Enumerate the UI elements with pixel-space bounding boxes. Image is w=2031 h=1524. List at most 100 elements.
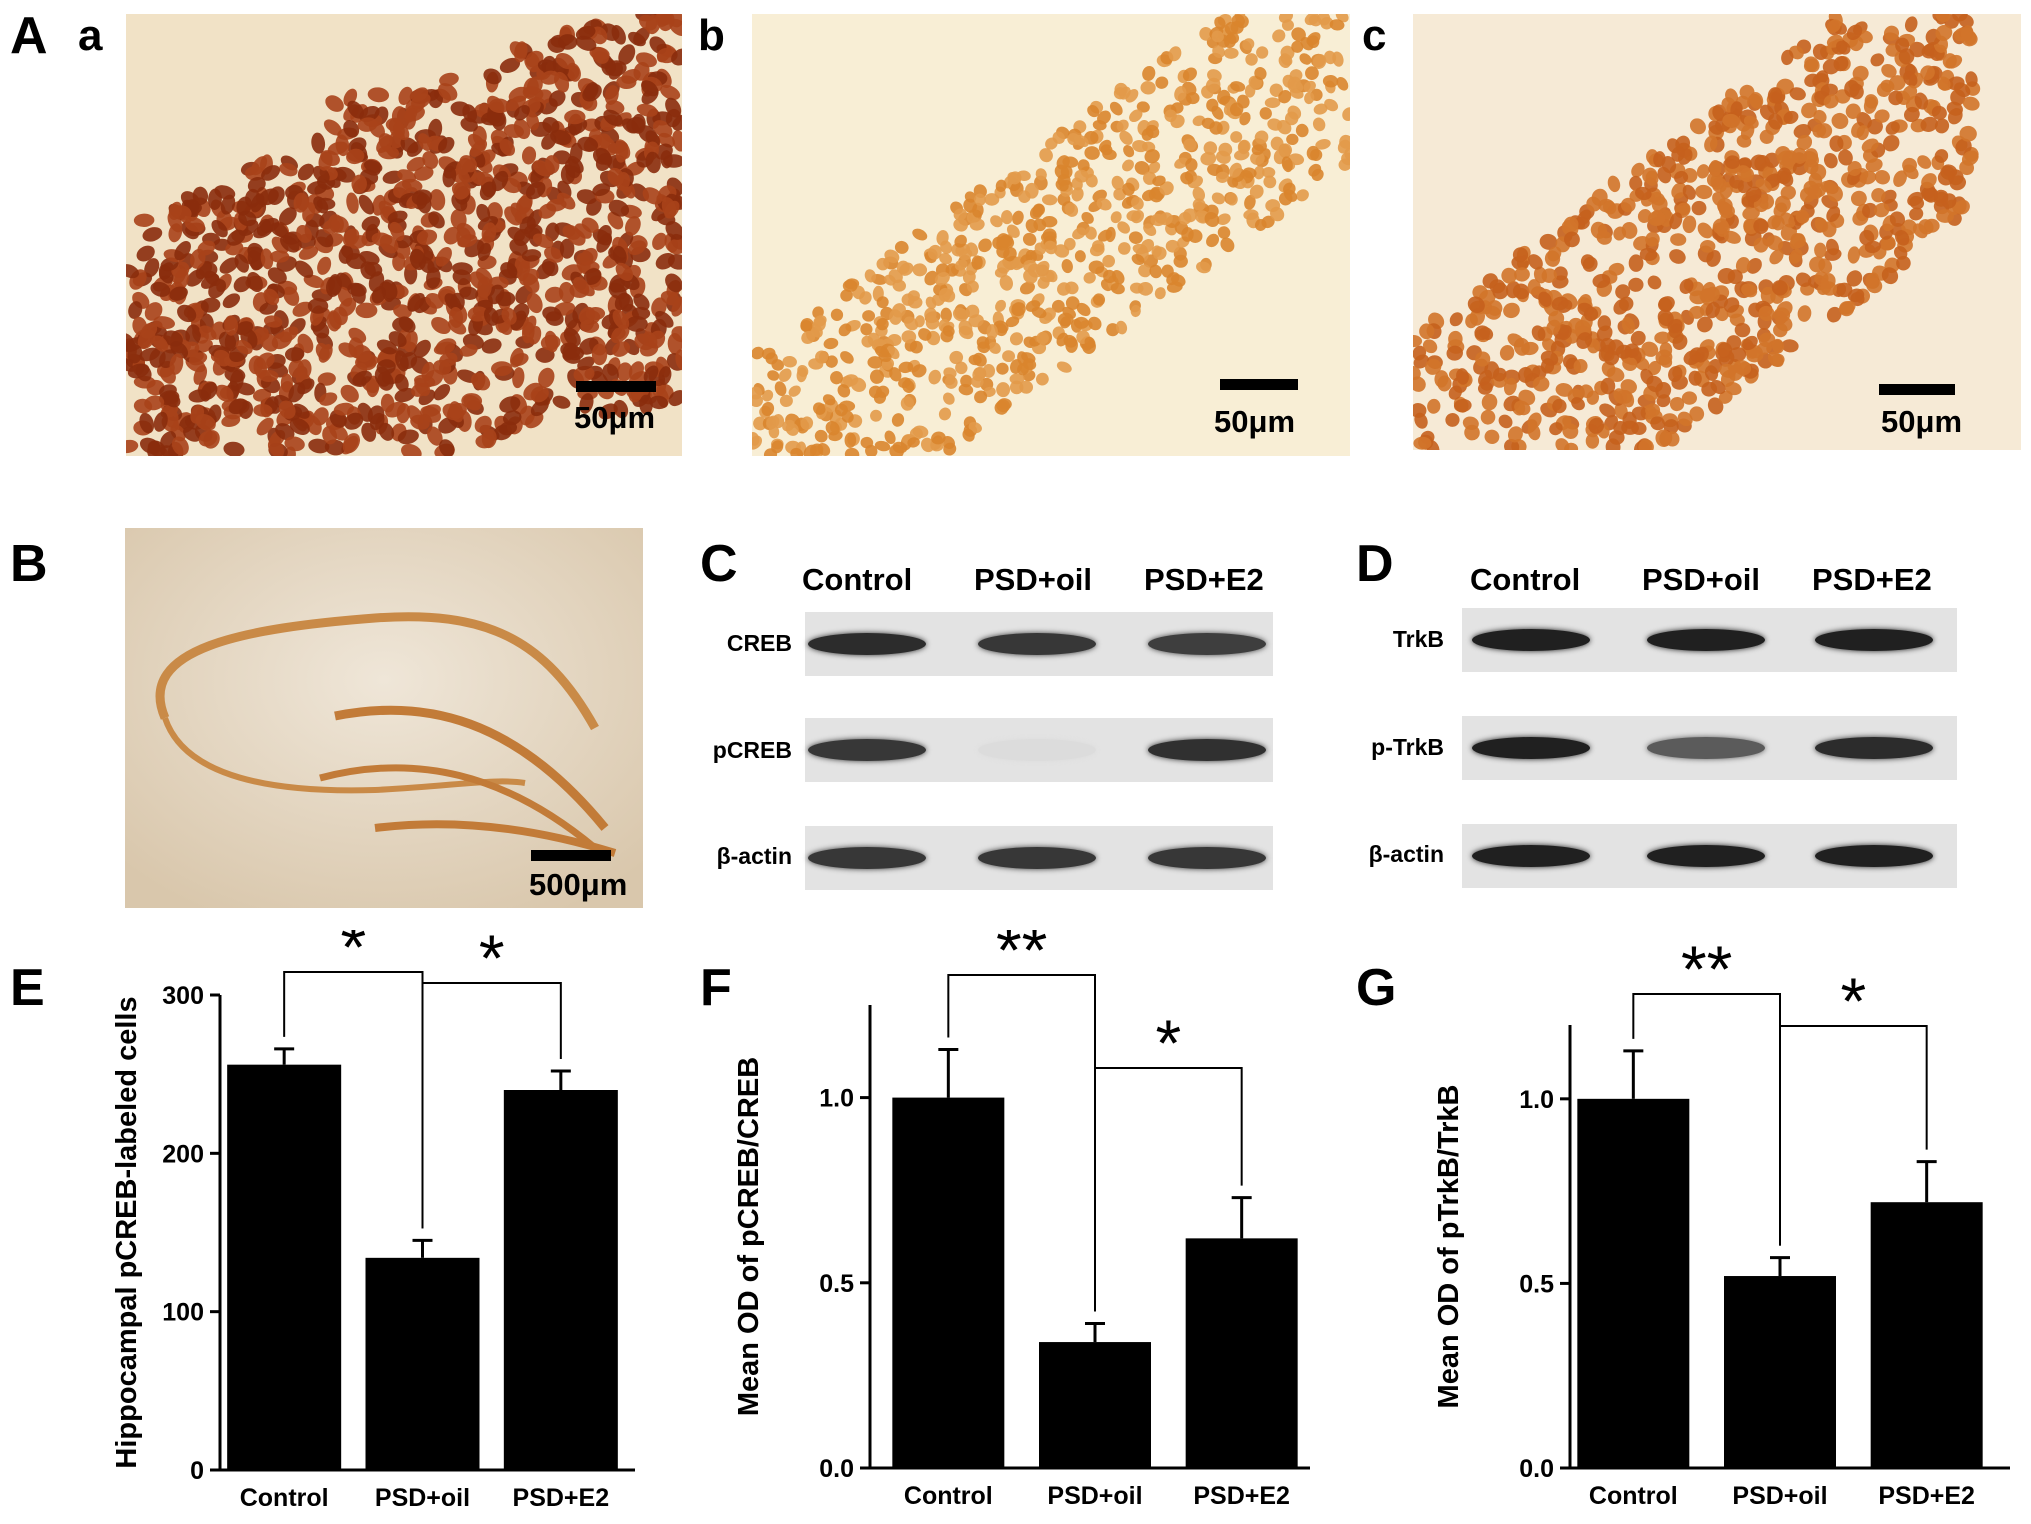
y-axis-label: Hippocampal pCREB-labeled cells [111,996,143,1468]
stained-nucleus [378,422,395,441]
stained-nucleus [185,324,201,346]
stained-nucleus [1018,190,1031,204]
panel-label-B: B [10,535,48,593]
significance-star: * [340,930,366,984]
stained-nucleus [307,298,329,314]
stained-nucleus [1032,203,1044,218]
stained-nucleus [1758,332,1776,348]
category-label: PSD+oil [1047,1482,1142,1510]
panel-label-D: D [1356,535,1394,593]
stained-nucleus [884,274,896,286]
stained-nucleus [1263,175,1277,189]
stained-nucleus [411,189,433,206]
stained-nucleus [491,361,513,376]
stained-nucleus [962,270,976,285]
stained-nucleus [974,390,988,404]
stained-nucleus [392,122,410,141]
stained-nucleus [356,353,379,368]
stained-nucleus [1958,14,1974,28]
stained-nucleus [469,271,489,290]
stained-nucleus [1206,98,1219,112]
stained-nucleus [1674,170,1689,185]
stained-nucleus [1174,157,1189,169]
stained-nucleus [1174,86,1187,102]
stained-nucleus [1003,247,1017,262]
stained-nucleus [1709,160,1722,177]
stained-nucleus [1961,150,1979,166]
stained-nucleus [621,68,641,84]
stained-nucleus [1596,230,1612,245]
blot-C-row-pcreb: pCREB [712,737,792,763]
stained-nucleus [1931,105,1947,120]
stained-nucleus [928,369,942,385]
stained-nucleus [228,398,248,415]
stained-nucleus [1446,345,1463,361]
stained-nucleus [1465,313,1478,329]
stained-nucleus [1023,259,1037,273]
stained-nucleus [1776,167,1792,185]
panel-label-E: E [10,959,45,1017]
stained-nucleus [813,402,826,415]
stained-nucleus [962,428,975,442]
stained-nucleus [1218,142,1233,157]
stained-nucleus [443,226,461,245]
stained-nucleus [317,256,332,275]
stained-nucleus [1061,259,1073,274]
stained-nucleus [943,367,957,379]
scale-bar-b [1220,379,1298,390]
stained-nucleus [936,230,949,246]
stained-nucleus [1413,365,1421,381]
subpanel-label-c: c [1362,11,1387,60]
stained-nucleus [1315,139,1331,150]
stained-nucleus [453,181,471,200]
stained-nucleus [1182,67,1197,82]
stained-nucleus [1764,152,1780,168]
stained-nucleus [1723,230,1741,244]
stained-nucleus [1484,305,1501,320]
stained-nucleus [1655,429,1672,448]
stained-nucleus [618,44,636,65]
stained-nucleus [1245,53,1258,66]
stained-nucleus [1265,199,1281,213]
stained-nucleus [1306,145,1320,161]
y-tick-label: 0.5 [819,1270,854,1298]
stained-nucleus [1736,165,1752,182]
stained-nucleus [323,119,342,136]
blot-band [1815,845,1933,867]
stained-nucleus [256,352,275,370]
stained-nucleus [1775,195,1791,213]
blot-band [808,633,926,655]
stained-nucleus [1464,424,1480,441]
stained-nucleus [1317,14,1331,26]
stained-nucleus [889,309,902,325]
stained-nucleus [1678,148,1693,165]
stained-nucleus [1106,323,1120,337]
stained-nucleus [542,116,560,134]
stained-nucleus [342,433,361,454]
stained-nucleus [1251,144,1264,156]
micrograph-B-hippocampus [125,528,643,908]
stained-nucleus [1422,339,1438,354]
panel-label-C: C [700,535,738,593]
stained-nucleus [1109,101,1123,116]
stained-nucleus [1512,247,1529,263]
stained-nucleus [1084,336,1096,349]
stained-nucleus [550,129,572,146]
stained-nucleus [1144,149,1160,164]
stained-nucleus [1583,307,1599,322]
stained-nucleus [870,409,882,422]
stained-nucleus [1727,269,1743,285]
stained-nucleus [260,217,280,233]
stained-nucleus [1745,186,1762,203]
stained-nucleus [604,85,619,105]
stained-nucleus [1730,101,1743,118]
stained-nucleus [667,253,682,270]
stained-nucleus [393,304,412,319]
stained-nucleus [1826,19,1841,33]
stained-nucleus [940,307,952,323]
stained-nucleus [1552,398,1567,414]
stained-nucleus [1105,226,1116,243]
stained-nucleus [1278,54,1291,69]
stained-nucleus [996,399,1011,413]
stained-nucleus [1874,169,1891,185]
